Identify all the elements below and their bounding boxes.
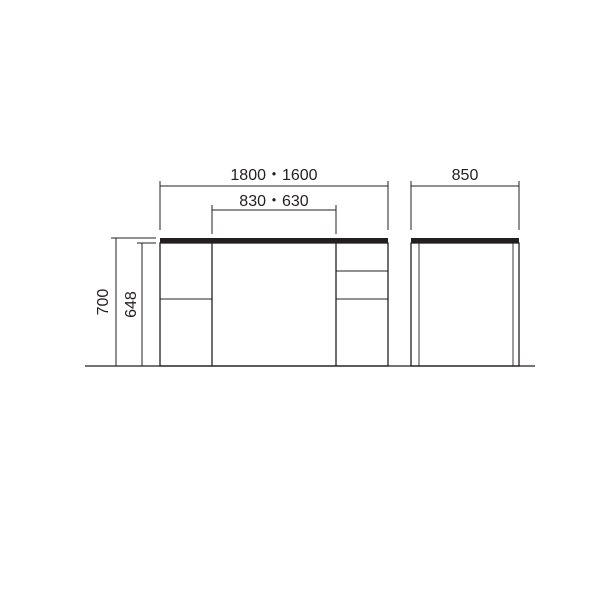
dimension-vertical-inner: 648	[123, 243, 156, 366]
svg-text:850: 850	[452, 167, 479, 184]
front-view	[160, 238, 388, 366]
furniture-elevation-diagram: 1800・1600 830・630 850 700 648	[0, 0, 600, 600]
side-view	[411, 238, 519, 366]
svg-text:648: 648	[123, 291, 140, 318]
svg-text:830・630: 830・630	[239, 193, 308, 210]
dimension-horizontal: 850	[411, 167, 519, 230]
svg-text:1800・1600: 1800・1600	[230, 167, 317, 184]
svg-text:700: 700	[95, 289, 112, 316]
dimension-horizontal-inner: 830・630	[212, 193, 336, 234]
